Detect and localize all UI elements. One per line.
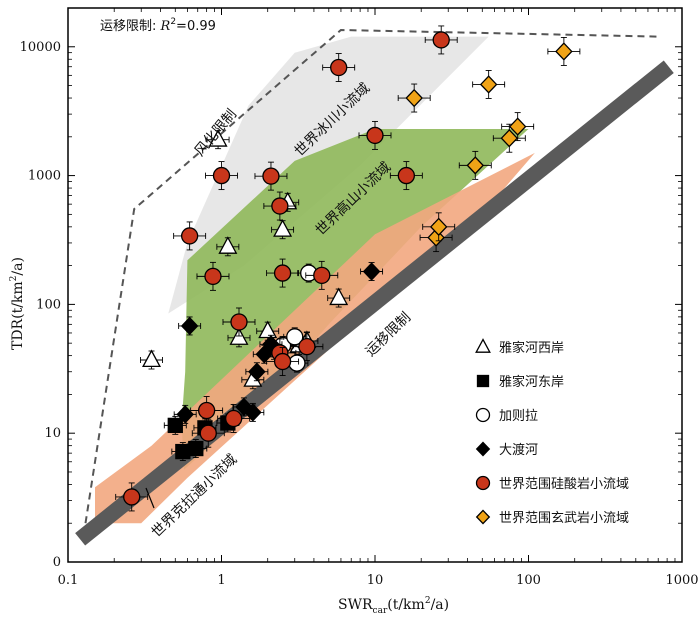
data-point — [466, 156, 485, 175]
x-axis-label: SWRcar(t/km2/a) — [338, 596, 449, 616]
y-axis-label: TDR(t/km2/a) — [9, 257, 26, 350]
y-tick-label: 100 — [36, 297, 61, 312]
legend-label: 世界范围硅酸岩小流域 — [499, 477, 629, 492]
legend-marker — [476, 374, 490, 388]
data-point — [204, 267, 222, 286]
transport-limit-band — [75, 60, 674, 546]
legend-marker — [475, 338, 491, 353]
data-point — [397, 166, 415, 185]
y-label-sup: 2 — [9, 276, 19, 282]
label-transport-limit: 运移限制 — [363, 309, 414, 359]
data-point — [366, 126, 384, 145]
data-point — [197, 401, 216, 420]
data-point — [262, 167, 280, 185]
data-point — [330, 58, 348, 77]
x-tick-label: 100 — [516, 573, 541, 588]
legend-label: 大渡河 — [499, 442, 538, 458]
data-point — [329, 287, 349, 306]
data-point — [218, 236, 238, 254]
data-point — [175, 443, 191, 460]
data-point — [123, 488, 141, 506]
legend-label: 雅家河西岸 — [499, 340, 564, 356]
series-diamond-f0a316 — [397, 36, 581, 253]
legend-marker — [475, 509, 491, 525]
data-point — [432, 31, 450, 49]
legend-label: 雅家河东岸 — [499, 374, 564, 390]
chart-title: 运移限制: R2=0.99 — [100, 17, 216, 34]
legend-label: 加则拉 — [499, 409, 538, 424]
data-point — [313, 266, 331, 285]
x-tick-label: 0.1 — [58, 573, 79, 588]
data-point — [479, 75, 498, 94]
x-label-unit: (t/km — [387, 597, 425, 613]
series-diamond-000000 — [173, 262, 384, 424]
data-point — [555, 42, 573, 61]
data-point — [230, 313, 248, 331]
data-point — [167, 417, 183, 434]
data-point — [244, 403, 262, 422]
legend-marker — [475, 475, 491, 491]
y-tick-label: 10 — [44, 426, 61, 441]
data-point — [429, 217, 448, 237]
legend-marker — [475, 441, 491, 457]
data-point — [188, 440, 204, 457]
title-r-sup: 2 — [170, 17, 176, 27]
data-point — [273, 352, 292, 371]
weathering-limit-envelope — [84, 28, 659, 524]
data-point — [405, 88, 423, 108]
data-point — [500, 129, 519, 148]
data-point — [212, 166, 231, 185]
x-tick-label: 1 — [217, 573, 225, 588]
data-point — [208, 129, 228, 147]
title-r: R — [160, 19, 171, 34]
data-point — [286, 328, 304, 346]
regions-layer — [75, 28, 674, 546]
legend-marker — [475, 407, 491, 423]
x-tick-label: 10 — [367, 573, 384, 588]
x-label-tail: /a) — [431, 597, 450, 613]
x-label-sup: 2 — [425, 596, 431, 606]
y-tick-label: 1000 — [28, 169, 61, 184]
data-point — [258, 320, 278, 339]
y-label-tail: /a) — [10, 257, 26, 276]
x-tick-label: 1000 — [665, 573, 698, 588]
y-label-text: TDR(t/km — [10, 281, 26, 350]
x-label-main: SWR — [338, 597, 373, 613]
data-point — [248, 362, 266, 381]
data-point — [273, 264, 292, 282]
points-layer — [115, 25, 581, 512]
data-point — [273, 219, 293, 237]
x-label-sub: car — [373, 606, 388, 616]
data-point — [199, 424, 217, 442]
data-point — [271, 197, 289, 215]
data-point — [180, 227, 199, 245]
data-point — [298, 337, 316, 356]
series-circle-c8361b — [115, 25, 458, 512]
data-point — [362, 262, 381, 281]
legend-label: 世界范围玄武岩小流域 — [499, 511, 629, 526]
title-value: =0.99 — [176, 19, 216, 34]
y-tick-label: 10000 — [20, 40, 61, 55]
kraton-pointer-line — [145, 487, 155, 509]
data-point — [508, 117, 527, 136]
data-point — [225, 409, 243, 428]
data-point — [142, 349, 162, 368]
data-point — [180, 316, 199, 336]
data-point — [288, 354, 306, 372]
title-prefix: 运移限制: — [100, 19, 161, 34]
y-tick-label: 0 — [53, 555, 61, 570]
